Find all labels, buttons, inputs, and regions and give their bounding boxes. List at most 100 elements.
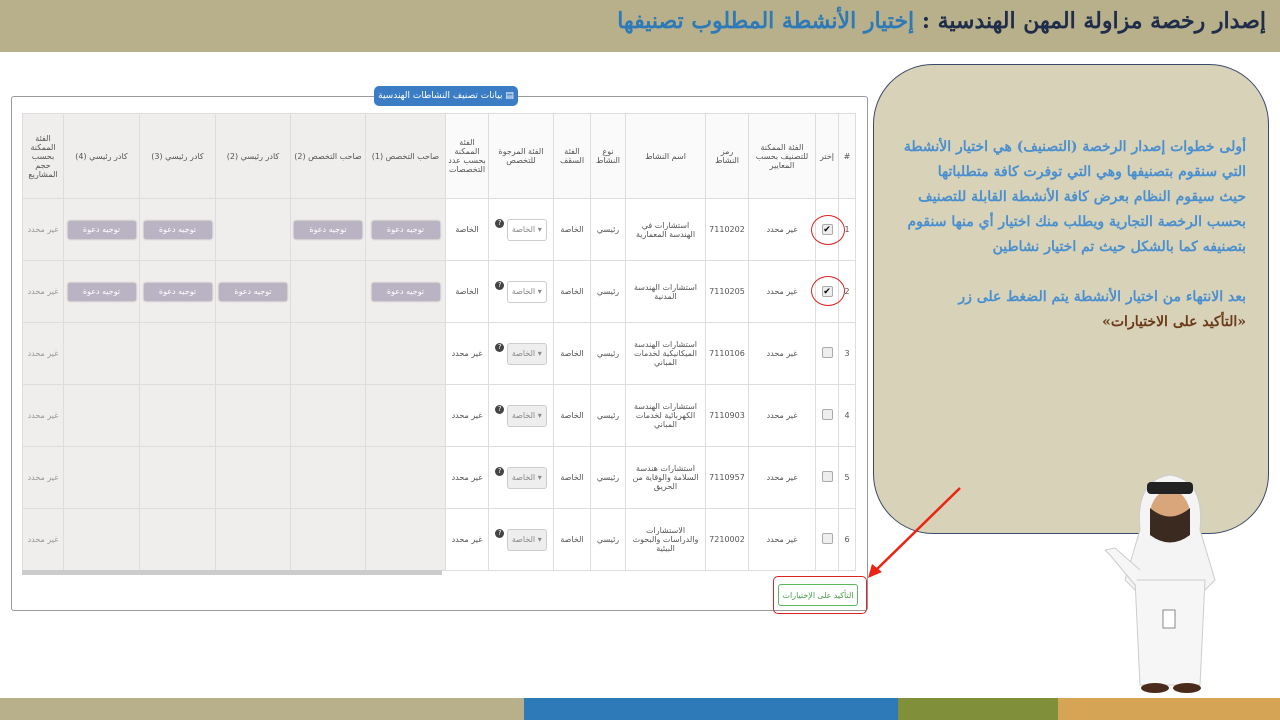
help-icon[interactable]: ?: [495, 280, 505, 290]
cell-by-count: الخاصة: [445, 260, 489, 323]
column-header: الفئة الممكنة بحسب عدد التخصصات: [445, 113, 489, 199]
send-invite-button[interactable]: توجيه دعوة: [219, 282, 287, 301]
help-icon[interactable]: ?: [495, 404, 505, 414]
staff-cell: [290, 384, 366, 447]
table-row: 6 غير محدد 7210002 الاستشارات والدراسات وال…: [22, 508, 856, 571]
staff-cell: [63, 508, 140, 571]
horizontal-scrollbar[interactable]: [22, 570, 442, 575]
desired-category-select[interactable]: ▾ الخاصة: [506, 280, 547, 303]
cell-by-count: غير محدد: [445, 446, 489, 509]
cell-code: 7110903: [705, 384, 749, 447]
select-cell: [815, 508, 839, 571]
send-invite-button[interactable]: توجيه دعوة: [371, 282, 440, 301]
cell-possible: غير محدد: [748, 198, 816, 261]
bubble-text: «التأكيد على الاختيارات»: [1102, 314, 1246, 330]
staff-cell: [215, 322, 291, 385]
column-header: رمز النشاط: [705, 113, 749, 199]
cell-name: استشارات هندسة السلامة والوقاية من الحري…: [625, 446, 706, 509]
select-checkbox[interactable]: [821, 409, 833, 420]
select-cell: [815, 322, 839, 385]
legend-text: بيانات تصنيف النشاطات الهندسية: [378, 91, 503, 101]
send-invite-button[interactable]: توجيه دعوة: [67, 282, 136, 301]
arrow-icon: [868, 487, 961, 578]
select-value: الخاصة: [511, 286, 536, 296]
desired-category-select[interactable]: ▾ الخاصة: [506, 466, 547, 489]
column-header: الفئة المرجوة للتخصص: [488, 113, 554, 199]
cell-code: 7210002: [705, 508, 749, 571]
cell-ceiling: الخاصة: [553, 446, 591, 509]
cell-type: رئيسي: [590, 446, 626, 509]
slide-title: إصدار رخصة مزاولة المهن الهندسية : إختيا…: [0, 0, 1280, 52]
send-invite-button[interactable]: توجيه دعوة: [143, 282, 212, 301]
staff-cell: [63, 322, 140, 385]
desired-category-select[interactable]: ▾ الخاصة: [506, 404, 547, 427]
send-invite-button[interactable]: توجيه دعوة: [371, 220, 440, 239]
desired-category-select[interactable]: ▾ الخاصة: [506, 218, 547, 241]
character-illustration: [1105, 474, 1216, 693]
staff-cell: توجيه دعوة: [365, 198, 446, 261]
bubble-text: حيث سيقوم النظام بعرض كافة الأنشطة القاب…: [907, 189, 1246, 255]
staff-cell: [290, 260, 366, 323]
cell-name: الاستشارات والدراسات والبحوث البيئية: [625, 508, 706, 571]
cell-type: رئيسي: [590, 508, 626, 571]
staff-cell: توجيه دعوة: [365, 260, 446, 323]
cell-by-size: غير محدد: [22, 260, 64, 323]
staff-cell: توجيه دعوة: [139, 260, 216, 323]
help-icon[interactable]: ?: [495, 342, 505, 352]
desired-cell: ▾ الخاصة ?: [488, 198, 554, 261]
bubble-text: أولى خطوات إصدار الرخصة (التصنيف) هي اخت…: [903, 139, 1246, 180]
cell-code: 7110106: [705, 322, 749, 385]
cell-possible: غير محدد: [748, 384, 816, 447]
help-icon[interactable]: ?: [495, 528, 505, 538]
desired-category-select[interactable]: ▾ الخاصة: [506, 528, 547, 551]
row-number: 6: [838, 508, 856, 571]
row-number: 4: [838, 384, 856, 447]
speech-bubble: أولى خطوات إصدار الرخصة (التصنيف) هي اخت…: [873, 64, 1269, 534]
table-row: 2 ✔ غير محدد 7110205 استشارات الهندسة المدني…: [22, 260, 856, 323]
staff-cell: [139, 446, 216, 509]
send-invite-button[interactable]: توجيه دعوة: [294, 220, 362, 239]
row-number: 5: [838, 446, 856, 509]
staff-cell: توجيه دعوة: [139, 198, 216, 261]
send-invite-button[interactable]: توجيه دعوة: [67, 220, 136, 239]
column-header: الفئة السقف: [553, 113, 591, 199]
staff-cell: [365, 508, 446, 571]
desired-category-select[interactable]: ▾ الخاصة: [506, 342, 547, 365]
staff-cell: توجيه دعوة: [290, 198, 366, 261]
footer-bar: [0, 698, 1280, 720]
confirm-selections-button[interactable]: التأكيد على الإختيارات: [778, 584, 858, 606]
desired-cell: ▾ الخاصة ?: [488, 260, 554, 323]
select-cell: [815, 384, 839, 447]
cell-ceiling: الخاصة: [553, 384, 591, 447]
cell-ceiling: الخاصة: [553, 198, 591, 261]
select-cell: [815, 446, 839, 509]
staff-cell: [215, 384, 291, 447]
staff-cell: [215, 508, 291, 571]
staff-cell: [215, 446, 291, 509]
select-checkbox[interactable]: [821, 533, 833, 544]
desired-cell: ▾ الخاصة ?: [488, 508, 554, 571]
help-icon[interactable]: ?: [495, 466, 505, 476]
staff-cell: [290, 322, 366, 385]
column-header: صاحب التخصص (1): [365, 113, 446, 199]
help-icon[interactable]: ?: [495, 218, 505, 228]
panel-legend: ▤ بيانات تصنيف النشاطات الهندسية: [374, 86, 518, 106]
bubble-text: بعد الانتهاء من اختيار الأنشطة يتم الضغط…: [958, 289, 1246, 305]
column-header: إختر: [815, 113, 839, 199]
cell-name: استشارات الهندسة الميكانيكية لخدمات المب…: [625, 322, 706, 385]
cell-code: 7110957: [705, 446, 749, 509]
cell-by-size: غير محدد: [22, 198, 64, 261]
title-sub: إختيار الأنشطة المطلوب تصنيفها: [617, 8, 915, 34]
column-header: كادر رئيسي (3): [139, 113, 216, 199]
column-header: اسم النشاط: [625, 113, 706, 199]
cell-type: رئيسي: [590, 198, 626, 261]
staff-cell: توجيه دعوة: [63, 260, 140, 323]
select-checkbox[interactable]: [821, 471, 833, 482]
cell-by-count: غير محدد: [445, 508, 489, 571]
staff-cell: [365, 322, 446, 385]
send-invite-button[interactable]: توجيه دعوة: [143, 220, 212, 239]
desired-cell: ▾ الخاصة ?: [488, 322, 554, 385]
select-checkbox[interactable]: [821, 347, 833, 358]
title-main: إصدار رخصة مزاولة المهن الهندسية :: [914, 8, 1266, 34]
cell-possible: غير محدد: [748, 508, 816, 571]
